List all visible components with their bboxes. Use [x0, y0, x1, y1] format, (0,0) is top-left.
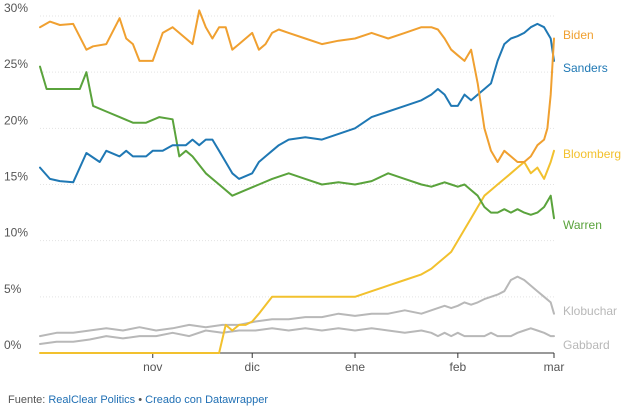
series-label-sanders: Sanders: [563, 61, 608, 75]
credit-link[interactable]: Creado con Datawrapper: [145, 394, 269, 406]
series-line-sanders: [39, 22, 555, 184]
series-line-gabbard: [39, 327, 555, 345]
x-tick-label: feb: [449, 360, 466, 374]
y-tick-label: 25%: [4, 57, 28, 71]
y-tick-label: 20%: [4, 113, 28, 127]
series-line-bloomberg: [39, 149, 555, 354]
y-tick-label: 0%: [4, 338, 22, 352]
line-chart: 0% 5% 10% 15% 20% 25% 30% nov dic ene feb mar Bide…: [4, 1, 621, 374]
series-label-warren: Warren: [563, 218, 602, 232]
footer: Fuente: RealClear Politics • Creado con …: [8, 394, 268, 406]
x-tick-label: nov: [143, 360, 162, 374]
y-axis-ticks: 0% 5% 10% 15% 20% 25% 30%: [4, 1, 28, 352]
series-line-warren: [39, 65, 555, 220]
footer-separator: •: [135, 394, 146, 406]
series-label-bloomberg: Bloomberg: [563, 147, 621, 161]
y-tick-label: 30%: [4, 1, 28, 15]
y-tick-label: 10%: [4, 226, 28, 240]
series-label-biden: Biden: [563, 28, 594, 42]
series-end-labels: Biden Sanders Bloomberg Warren Klobuchar Gabb…: [563, 28, 621, 352]
series-label-gabbard: Gabbard: [563, 338, 610, 352]
footer-prefix: Fuente:: [8, 394, 49, 406]
series-label-klobuchar: Klobuchar: [563, 304, 617, 318]
y-tick-label: 5%: [4, 282, 22, 296]
series-line-klobuchar: [39, 275, 555, 338]
y-tick-label: 15%: [4, 170, 28, 184]
series-line-biden: [39, 9, 555, 163]
x-tick-label: mar: [544, 360, 565, 374]
series-lines: [39, 9, 555, 354]
x-axis-ticks: nov dic ene feb mar: [143, 353, 564, 374]
x-tick-label: ene: [345, 360, 365, 374]
source-link[interactable]: RealClear Politics: [48, 394, 136, 406]
x-tick-label: dic: [245, 360, 260, 374]
